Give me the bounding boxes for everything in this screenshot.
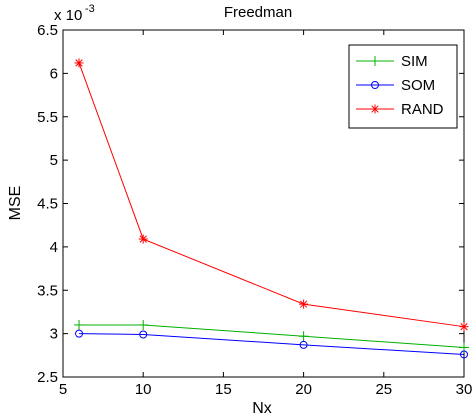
chart-title: Freedman	[224, 4, 292, 21]
x-tick-label: 20	[295, 381, 312, 398]
legend-label-rand: RAND	[401, 101, 444, 118]
y-axis: 2.5 3 3.5 4 4.5 5 5.5 6 6.5	[37, 22, 464, 386]
exponent-power: -3	[85, 3, 95, 15]
y-tick-label: 4.5	[37, 196, 58, 213]
y-axis-label: MSE	[7, 186, 24, 221]
y-tick-label: 6.5	[37, 22, 58, 39]
y-axis-exponent: x 10 -3	[54, 3, 95, 24]
y-tick-label: 3	[50, 326, 58, 343]
legend-marker-sim	[370, 56, 380, 66]
series-line-som	[79, 333, 465, 355]
y-tick-label: 6	[50, 65, 58, 82]
y-tick-label: 5.5	[37, 109, 58, 126]
x-tick-label: 25	[375, 381, 392, 398]
data-point-sim-1	[138, 319, 149, 330]
legend: SIM SOM RAND	[348, 44, 458, 129]
x-tick-label: 10	[135, 381, 152, 398]
data-point-som-2	[299, 340, 308, 349]
legend-box	[348, 44, 458, 129]
data-point-rand-3	[459, 322, 469, 332]
series-line-sim	[79, 324, 465, 349]
data-point-rand-0	[74, 58, 84, 68]
x-tick-label: 30	[456, 381, 473, 398]
data-point-som-0	[75, 329, 84, 338]
data-point-som-1	[139, 330, 148, 339]
legend-label-sim: SIM	[401, 53, 428, 70]
data-point-rand-2	[299, 299, 309, 309]
data-point-som-3	[460, 350, 468, 359]
x-tick-label: 5	[59, 381, 67, 398]
legend-label-som: SOM	[401, 77, 435, 94]
y-tick-label: 5	[50, 152, 58, 169]
data-point-sim-0	[74, 319, 85, 330]
legend-marker-rand	[370, 104, 380, 114]
series-layer	[74, 58, 469, 359]
y-tick-label: 2.5	[37, 369, 58, 386]
y-tick-label: 4	[50, 239, 58, 256]
x-axis: 5 10 15 20 25 30	[59, 30, 473, 398]
data-point-rand-1	[138, 234, 148, 244]
data-point-sim-2	[298, 331, 309, 342]
legend-marker-som	[371, 81, 379, 89]
series-line-rand	[78, 62, 465, 328]
y-tick-label: 3.5	[37, 282, 58, 299]
x-tick-label: 15	[215, 381, 232, 398]
exponent-base: x 10	[54, 7, 82, 24]
x-axis-label: Nx	[252, 400, 272, 417]
